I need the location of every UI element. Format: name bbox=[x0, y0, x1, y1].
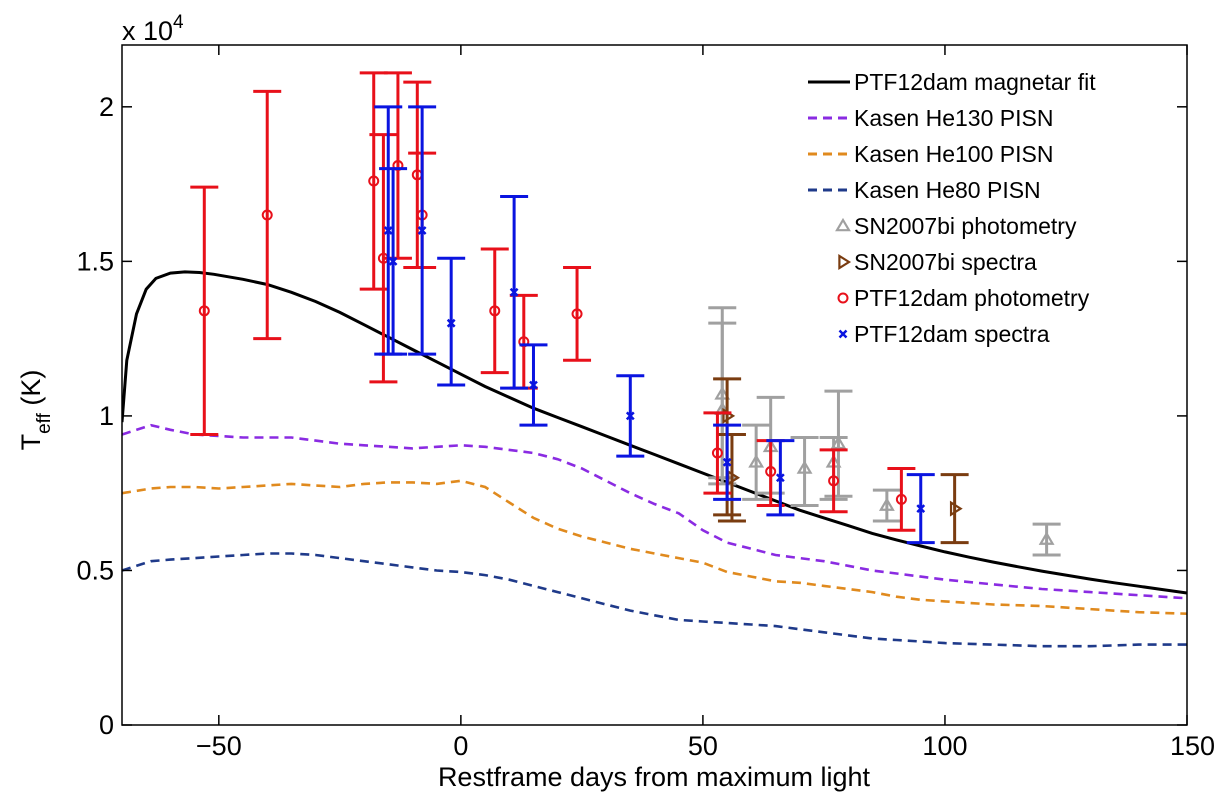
data-point bbox=[625, 411, 635, 421]
legend-item: Kasen He80 PISN bbox=[808, 177, 1041, 203]
error-bar bbox=[253, 89, 282, 341]
data-point bbox=[388, 256, 398, 266]
legend-item: SN2007bi spectra bbox=[838, 249, 1037, 275]
data-point bbox=[775, 473, 785, 483]
series-line-kasen-he130-pisn bbox=[122, 423, 1187, 600]
y-axis-label: Teff (K) bbox=[16, 370, 55, 451]
legend-label: SN2007bi spectra bbox=[854, 249, 1037, 275]
error-bar bbox=[480, 247, 509, 375]
error-bar bbox=[742, 423, 771, 501]
y-axis-label-subscript: eff bbox=[34, 412, 55, 434]
data-point bbox=[895, 493, 907, 505]
data-point bbox=[828, 475, 840, 487]
error-bar bbox=[790, 436, 819, 508]
series-ptf12dam-spectra bbox=[374, 105, 935, 545]
series-ptf12dam-photometry bbox=[190, 71, 916, 532]
data-point bbox=[796, 460, 813, 474]
legend-label: Kasen He130 PISN bbox=[854, 105, 1053, 131]
y-tick-label: 1.5 bbox=[76, 246, 114, 276]
x-tick-label: −50 bbox=[196, 731, 242, 761]
y-tick-label: 0.5 bbox=[76, 555, 114, 585]
legend-swatch bbox=[838, 254, 852, 270]
error-bar bbox=[872, 488, 901, 523]
x-axis-label: Restframe days from maximum light bbox=[438, 762, 871, 792]
legend-label: PTF12dam photometry bbox=[854, 285, 1090, 311]
error-bar bbox=[887, 466, 916, 532]
legend-label: PTF12dam magnetar fit bbox=[854, 69, 1096, 95]
y-axis-label-unit: (K) bbox=[16, 370, 46, 414]
legend-label: Kasen He80 PISN bbox=[854, 177, 1041, 203]
observed-points bbox=[190, 71, 1061, 557]
model-curves bbox=[122, 270, 1187, 648]
error-bar bbox=[403, 80, 432, 270]
error-bar bbox=[190, 185, 219, 436]
plot-frame bbox=[121, 44, 1188, 726]
y-tick-label: 1 bbox=[99, 401, 114, 431]
data-point bbox=[748, 454, 765, 468]
error-bar bbox=[563, 266, 592, 362]
error-bar bbox=[819, 448, 848, 514]
data-point bbox=[878, 497, 895, 511]
data-point bbox=[368, 175, 380, 187]
data-point bbox=[198, 305, 210, 317]
error-bar bbox=[1032, 522, 1061, 557]
y-multiplier-label: x 104 bbox=[122, 12, 184, 46]
data-point bbox=[261, 209, 273, 221]
legend-label: PTF12dam spectra bbox=[854, 321, 1050, 347]
data-point bbox=[1038, 531, 1055, 545]
x-tick-label: 100 bbox=[922, 731, 967, 761]
series-sn2007bi-spectra bbox=[713, 377, 969, 545]
legend-item: PTF12dam spectra bbox=[838, 321, 1050, 347]
error-bar bbox=[717, 432, 746, 523]
legend-label: Kasen He100 PISN bbox=[854, 141, 1053, 167]
data-point bbox=[509, 287, 519, 297]
data-point bbox=[529, 380, 538, 390]
data-point bbox=[417, 226, 427, 235]
data-point bbox=[722, 457, 732, 467]
error-bar bbox=[369, 133, 398, 384]
data-point bbox=[446, 318, 456, 328]
legend-swatch bbox=[837, 292, 849, 304]
x-tick-label: 50 bbox=[688, 731, 718, 761]
series-line-ptf12dam-magnetar-fit bbox=[122, 270, 1187, 595]
data-point bbox=[916, 504, 926, 514]
legend-item: Kasen He100 PISN bbox=[808, 141, 1053, 167]
legend-swatch bbox=[838, 329, 848, 339]
y-multiplier-exponent: 4 bbox=[173, 12, 184, 33]
y-tick-label: 0 bbox=[99, 710, 114, 740]
data-point bbox=[949, 500, 963, 517]
series-line-kasen-he80-pisn bbox=[122, 552, 1187, 648]
x-tick-label: 0 bbox=[453, 731, 468, 761]
data-point bbox=[830, 435, 847, 450]
data-point bbox=[489, 305, 501, 317]
axis-ticks: −50 0 50 100 150 0 0.5 1 1.5 2 bbox=[76, 45, 1215, 761]
legend-item: SN2007bi photometry bbox=[835, 213, 1077, 239]
legend-item: Kasen He130 PISN bbox=[808, 105, 1053, 131]
data-point bbox=[571, 308, 583, 320]
series-line-kasen-he100-pisn bbox=[122, 479, 1187, 615]
legend-swatch bbox=[835, 217, 851, 232]
y-tick-label: 2 bbox=[99, 92, 114, 122]
data-point bbox=[383, 226, 393, 235]
x-tick-label: 150 bbox=[1170, 731, 1215, 761]
data-point bbox=[765, 466, 777, 478]
data-point bbox=[711, 447, 723, 459]
legend: PTF12dam magnetar fit Kasen He130 PISN Kas… bbox=[808, 69, 1096, 347]
legend-item: PTF12dam magnetar fit bbox=[808, 69, 1096, 95]
legend-item: PTF12dam photometry bbox=[837, 285, 1090, 311]
error-bar bbox=[940, 473, 969, 545]
legend-label: SN2007bi photometry bbox=[854, 213, 1077, 239]
